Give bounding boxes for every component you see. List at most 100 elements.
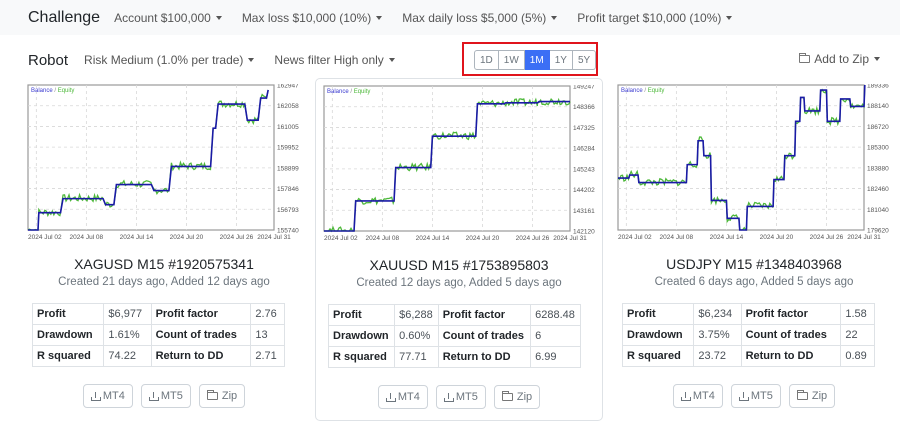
download-icon (90, 391, 101, 401)
caret-down-icon (874, 57, 880, 61)
stat-label: R squared (327, 346, 396, 368)
max-daily-loss-dropdown[interactable]: Max daily loss $5,000 (5%) (402, 10, 558, 25)
robot-dates: Created 21 days ago, Added 12 days ago (58, 276, 270, 288)
caret-down-icon (248, 58, 255, 62)
stat-value: 0.60% (394, 325, 439, 347)
period-5y-button[interactable]: 5Y (572, 50, 597, 70)
svg-text:2024 Jul 26: 2024 Jul 26 (516, 235, 550, 242)
svg-text:Balance / Equity: Balance / Equity (621, 88, 664, 94)
period-1d-button[interactable]: 1D (474, 50, 499, 70)
add-zip-button[interactable]: Zip (788, 384, 836, 408)
table-row: Profit $6,288 Profit factor 6288.48 (327, 304, 581, 326)
robot-dates: Created 12 days ago, Added 5 days ago (356, 277, 562, 289)
risk-label: Risk Medium (1.0% per trade) (84, 53, 244, 67)
add-to-zip-label: Add to Zip (814, 52, 869, 66)
stat-value: $6,234 (693, 303, 742, 325)
download-buttons: MT4 MT5 Zip (20, 384, 308, 408)
button-label: MT4 (692, 390, 715, 402)
balance-equity-chart: 179620 181040 182460 183880 185300 186720 1881… (617, 83, 889, 246)
svg-text:179620: 179620 (867, 228, 889, 235)
folder-plus-icon (501, 391, 513, 401)
max-loss-label: Max loss $10,000 (10%) (241, 10, 372, 25)
svg-text:2024 Jul 31: 2024 Jul 31 (257, 234, 291, 241)
table-row: R squared 77.71 Return to DD 6.99 (327, 346, 581, 368)
profit-target-dropdown[interactable]: Profit target $10,000 (10%) (577, 10, 733, 25)
max-loss-dropdown[interactable]: Max loss $10,000 (10%) (241, 10, 383, 25)
stat-value: 13 (250, 324, 285, 346)
stat-label: Profit factor (150, 303, 252, 325)
svg-text:146284: 146284 (573, 146, 595, 153)
download-mt4-button[interactable]: MT4 (82, 384, 133, 408)
download-mt4-button[interactable]: MT4 (672, 384, 723, 408)
download-mt5-button[interactable]: MT5 (140, 384, 191, 408)
stat-value: 3.75% (693, 324, 742, 346)
download-mt5-button[interactable]: MT5 (730, 384, 781, 408)
add-zip-button[interactable]: Zip (198, 384, 246, 408)
svg-text:181040: 181040 (867, 207, 889, 214)
stat-value: 1.58 (840, 303, 875, 325)
svg-text:2024 Jul 02: 2024 Jul 02 (324, 235, 358, 242)
svg-text:142120: 142120 (573, 229, 595, 236)
table-row: Profit $6,234 Profit factor 1.58 (621, 303, 875, 325)
period-button-group: 1D 1W 1M 1Y 5Y (474, 50, 597, 70)
svg-text:145243: 145243 (573, 166, 595, 173)
stat-label: Count of trades (150, 324, 252, 346)
account-dropdown[interactable]: Account $100,000 (114, 11, 222, 25)
robot-dates: Created 6 days ago, Added 5 days ago (654, 276, 854, 288)
svg-text:147325: 147325 (573, 125, 595, 132)
download-buttons: MT4 MT5 Zip (610, 384, 898, 408)
stats-table: Profit $6,234 Profit factor 1.58 Drawdown 3.… (621, 303, 875, 367)
robot-title: XAGUSD M15 #1920575341 (74, 256, 254, 272)
svg-text:2024 Jul 26: 2024 Jul 26 (220, 234, 254, 241)
svg-text:2024 Jul 20: 2024 Jul 20 (760, 234, 794, 241)
button-label: Zip (811, 390, 828, 402)
robot-card: 179620 181040 182460 183880 185300 186720 1881… (610, 78, 898, 421)
button-label: MT5 (750, 390, 773, 402)
caret-down-icon (376, 15, 383, 20)
download-mt4-button[interactable]: MT4 (377, 385, 428, 409)
svg-text:186720: 186720 (867, 124, 889, 131)
stat-label: Drawdown (621, 324, 695, 346)
button-label: MT4 (102, 390, 125, 402)
download-mt5-button[interactable]: MT5 (435, 385, 486, 409)
svg-text:2024 Jul 14: 2024 Jul 14 (710, 234, 744, 241)
table-row: R squared 74.22 Return to DD 2.71 (31, 345, 285, 367)
table-row: Drawdown 0.60% Count of trades 6 (327, 325, 581, 347)
button-label: Zip (221, 390, 238, 402)
svg-text:185300: 185300 (867, 145, 889, 152)
stat-label: Drawdown (31, 324, 105, 346)
folder-plus-icon (796, 390, 808, 400)
stat-value: 1.61% (103, 324, 152, 346)
svg-text:159952: 159952 (277, 145, 299, 152)
caret-down-icon (551, 15, 558, 20)
period-1y-button[interactable]: 1Y (549, 50, 573, 70)
news-filter-dropdown[interactable]: News filter High only (274, 53, 395, 67)
max-daily-loss-label: Max daily loss $5,000 (5%) (402, 10, 547, 25)
svg-text:162058: 162058 (277, 103, 299, 110)
download-icon (443, 392, 454, 402)
stat-value: $6,977 (103, 303, 152, 325)
svg-text:2024 Jul 20: 2024 Jul 20 (170, 234, 204, 241)
svg-text:2024 Jul 20: 2024 Jul 20 (466, 235, 500, 242)
stat-value: 2.76 (250, 303, 285, 325)
risk-dropdown[interactable]: Risk Medium (1.0% per trade) (84, 53, 255, 67)
stat-value: 6.99 (530, 346, 581, 368)
robot-title: Robot (28, 51, 69, 69)
svg-text:Balance / Equity: Balance / Equity (31, 88, 74, 94)
download-icon (148, 391, 159, 401)
stat-label: R squared (621, 345, 695, 367)
download-icon (385, 392, 396, 402)
stats-table: Profit $6,977 Profit factor 2.76 Drawdown 1.… (31, 303, 285, 367)
profit-target-label: Profit target $10,000 (10%) (577, 10, 722, 25)
table-row: R squared 23.72 Return to DD 0.89 (621, 345, 875, 367)
period-1w-button[interactable]: 1W (498, 50, 525, 70)
svg-text:144202: 144202 (573, 187, 595, 194)
stat-label: Count of trades (437, 325, 532, 347)
caret-down-icon (388, 58, 395, 62)
add-zip-button[interactable]: Zip (493, 385, 541, 409)
add-to-zip-dropdown[interactable]: Add to Zip (799, 52, 880, 66)
period-1m-button[interactable]: 1M (524, 50, 550, 70)
account-label: Account $100,000 (114, 10, 211, 25)
svg-text:2024 Jul 26: 2024 Jul 26 (810, 234, 844, 241)
caret-down-icon (726, 15, 733, 20)
